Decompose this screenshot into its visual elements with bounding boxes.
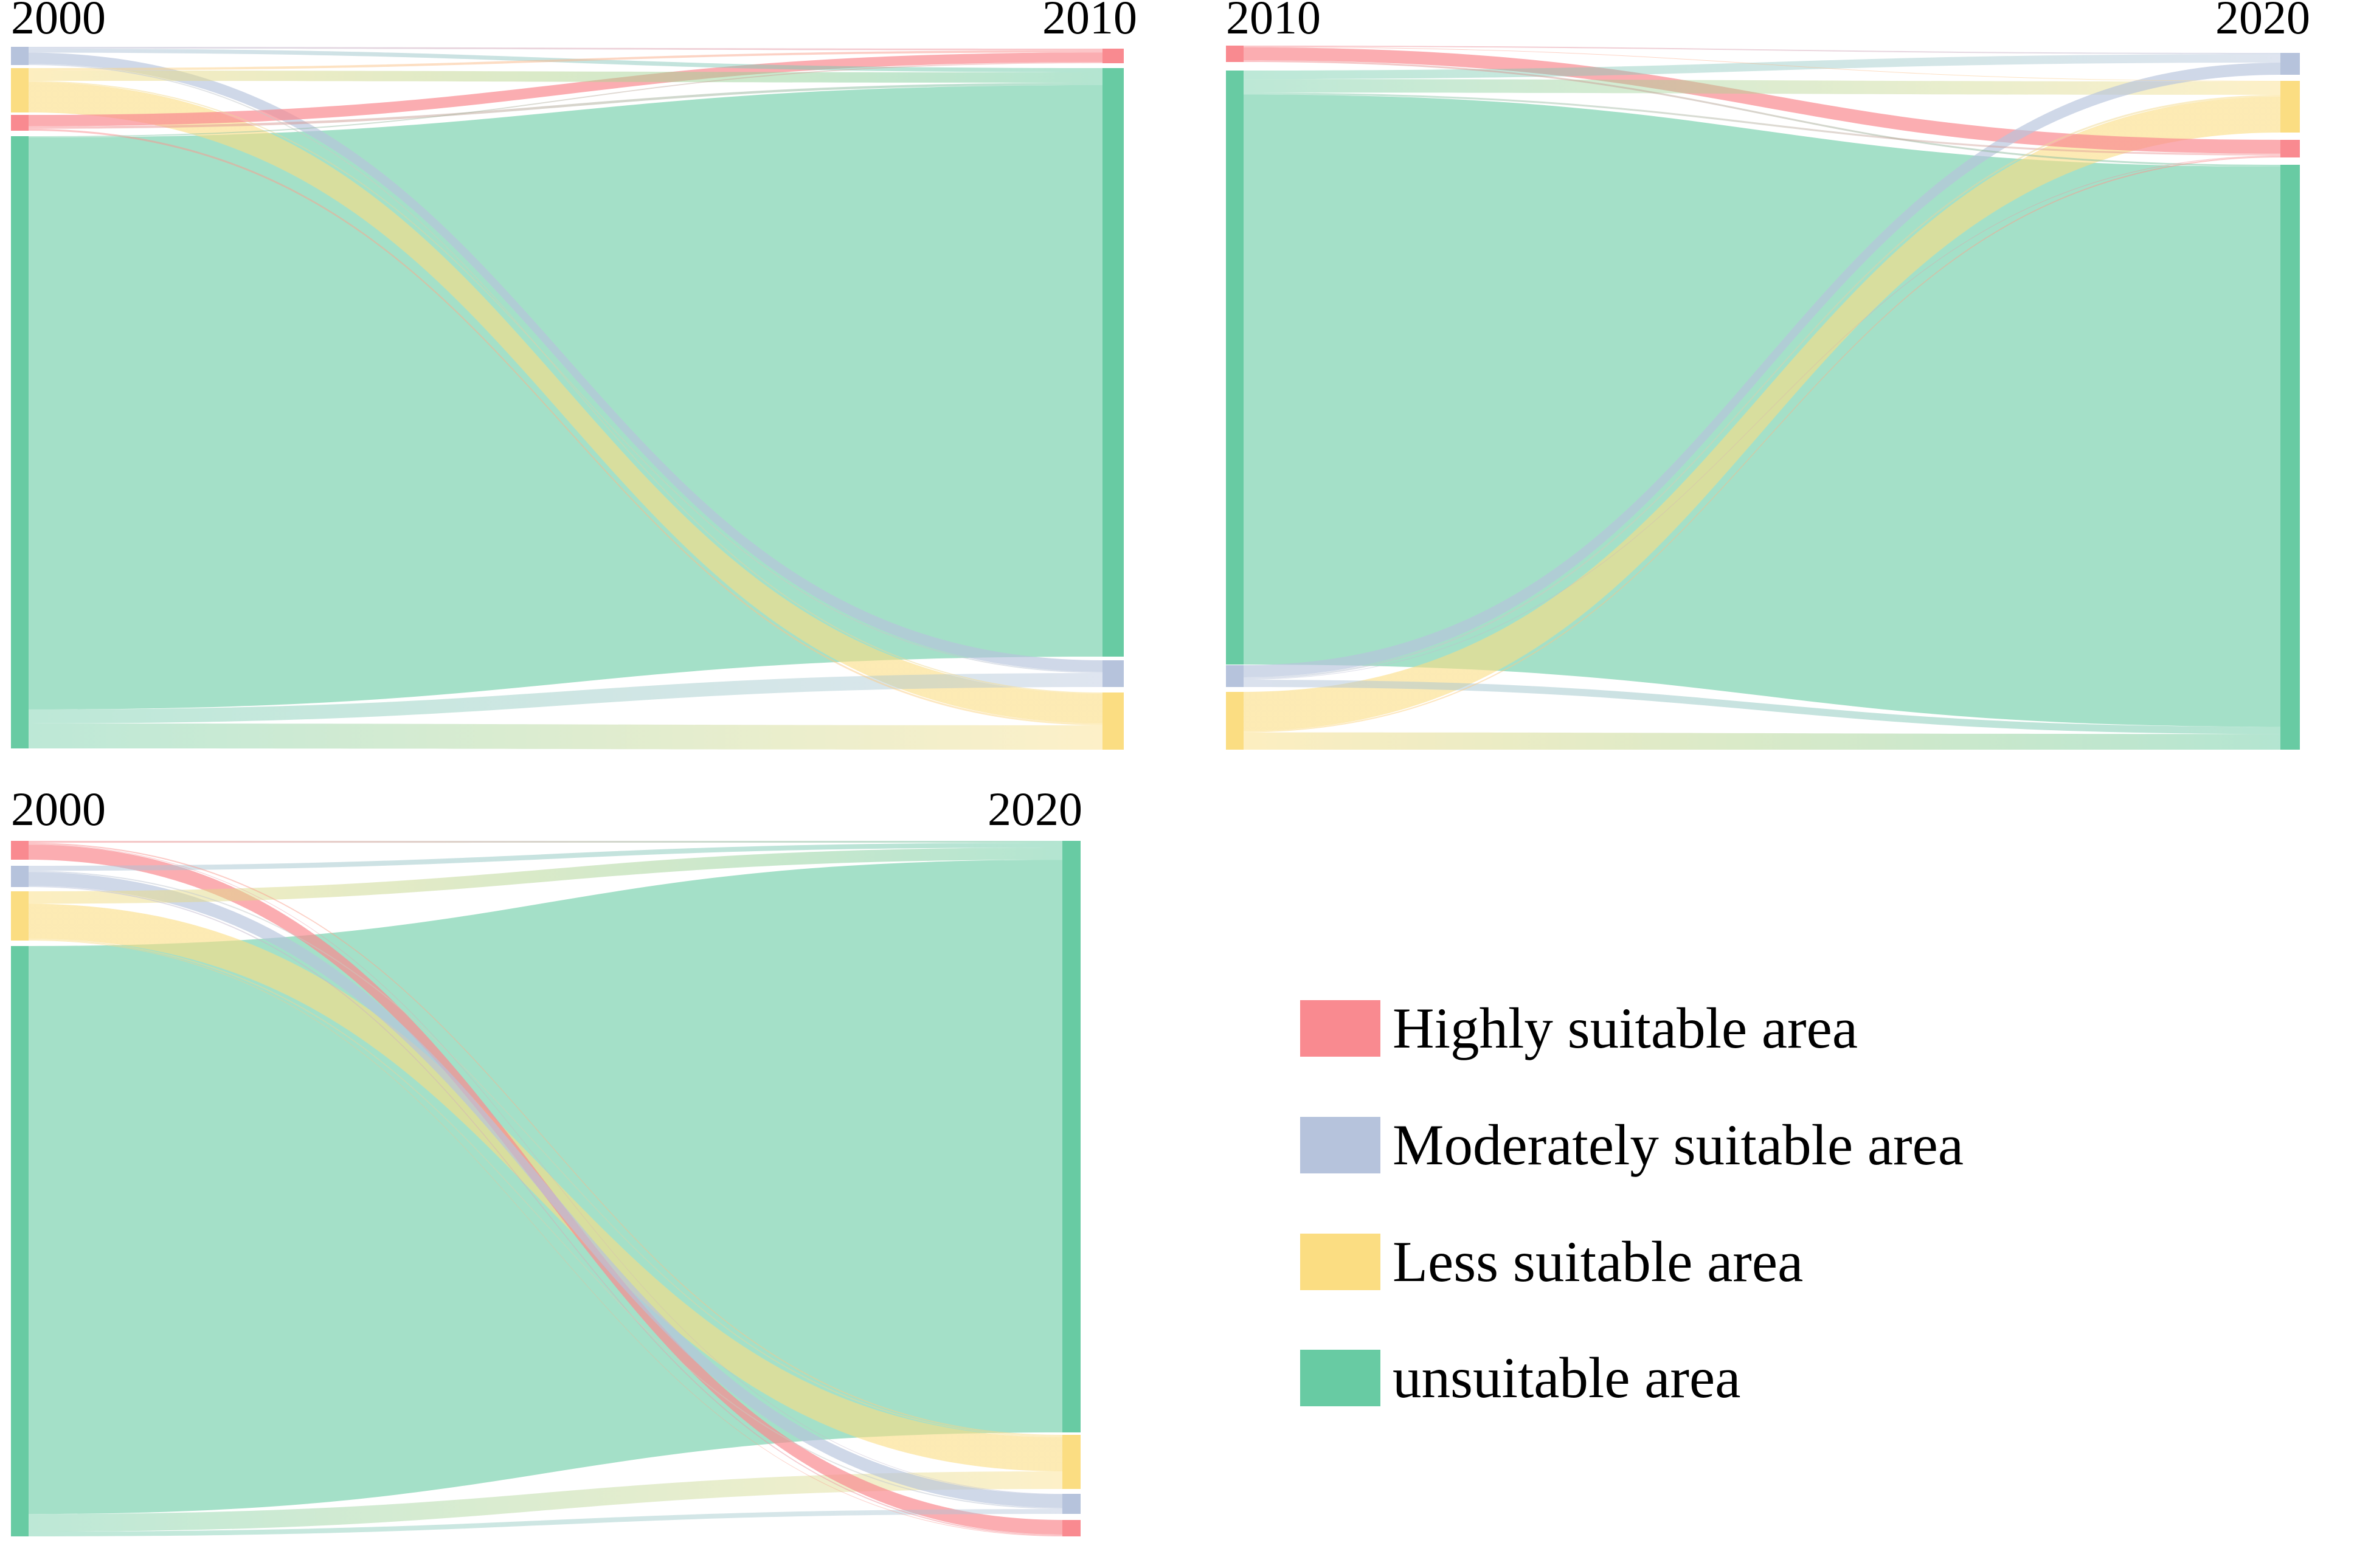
- flow-red-to-yellow: [1244, 46, 2280, 81]
- flow-red-to-blue: [29, 844, 1062, 1494]
- flow-red-to-green: [29, 841, 1062, 843]
- flow-green-to-yellow: [29, 1471, 1062, 1532]
- flow-blue-to-blue: [29, 52, 1102, 672]
- flow-yellow-to-green: [1244, 732, 2280, 750]
- flow-red-to-green: [29, 83, 1102, 129]
- flow-yellow-to-green: [29, 71, 1102, 83]
- flow-blue-to-yellow: [29, 64, 1102, 694]
- axis-label-c3-right: 2020: [988, 782, 1082, 835]
- flow-green-to-yellow: [29, 723, 1102, 750]
- flow-yellow-to-red: [29, 939, 1062, 1536]
- node-blue-left: [11, 866, 29, 887]
- sankey-c2: [1226, 46, 2300, 750]
- axis-label-c2-left: 2010: [1226, 0, 1321, 44]
- node-green-right: [1102, 68, 1124, 657]
- flow-yellow-to-red: [1244, 156, 2280, 733]
- node-green-left: [11, 136, 29, 748]
- node-yellow-right: [1102, 692, 1124, 750]
- flow-yellow-to-blue: [29, 81, 1102, 673]
- node-blue-right: [2280, 53, 2300, 75]
- axis-label-c1-left: 2000: [11, 0, 106, 44]
- flow-blue-to-blue: [29, 872, 1062, 1508]
- flow-yellow-to-yellow: [1244, 97, 2280, 731]
- node-blue-left: [11, 47, 29, 65]
- flow-green-to-red: [29, 62, 1102, 138]
- sankey-c3: [11, 841, 1081, 1536]
- axis-label-c3-left: 2000: [11, 782, 106, 835]
- node-green-right: [1062, 841, 1081, 1432]
- flow-red-to-yellow: [29, 128, 1102, 725]
- flow-yellow-to-red: [29, 50, 1102, 71]
- node-red-right: [2280, 140, 2300, 157]
- flow-yellow-to-green: [29, 848, 1062, 904]
- flow-green-to-blue: [29, 673, 1102, 724]
- node-yellow-left: [11, 891, 29, 941]
- flow-green-to-red: [1244, 92, 2280, 156]
- node-green-left: [11, 946, 29, 1536]
- flow-blue-to-yellow: [29, 871, 1062, 1437]
- node-red-right: [1102, 49, 1124, 63]
- flow-green-to-yellow: [1244, 79, 2280, 95]
- flow-yellow-to-blue: [29, 938, 1062, 1509]
- node-red-right: [1062, 1520, 1081, 1536]
- node-yellow-right: [1062, 1435, 1081, 1489]
- node-red-left: [11, 841, 29, 860]
- flow-red-to-blue: [1244, 46, 2280, 54]
- node-yellow-right: [2280, 81, 2300, 133]
- flow-blue-to-green: [29, 843, 1062, 871]
- flow-blue-to-red: [29, 885, 1062, 1536]
- flow-green-to-blue: [29, 1509, 1062, 1536]
- node-red-left: [11, 115, 29, 131]
- axis-label-c2-right: 2020: [2215, 0, 2310, 44]
- axis-label-c1-right: 2010: [1042, 0, 1137, 44]
- flow-red-to-yellow: [29, 843, 1062, 1436]
- sankey-c1: [11, 47, 1124, 750]
- flow-red-to-red: [1244, 47, 2280, 154]
- node-blue-right: [1102, 660, 1124, 687]
- node-green-right: [2280, 165, 2300, 750]
- flow-blue-to-blue: [1244, 63, 2280, 677]
- node-blue-right: [1062, 1494, 1081, 1514]
- node-yellow-left: [1226, 692, 1244, 750]
- flow-red-to-red: [29, 52, 1102, 126]
- node-blue-left: [1226, 665, 1244, 687]
- flow-blue-to-red: [1244, 155, 2280, 680]
- flow-blue-to-yellow: [1244, 95, 2280, 679]
- node-yellow-left: [11, 68, 29, 112]
- flow-blue-to-red: [29, 47, 1102, 50]
- node-red-left: [1226, 46, 1244, 62]
- flow-blue-to-green: [1244, 680, 2280, 734]
- flow-red-to-green: [1244, 60, 2280, 167]
- node-green-left: [1226, 71, 1244, 665]
- flow-yellow-to-yellow: [29, 82, 1102, 724]
